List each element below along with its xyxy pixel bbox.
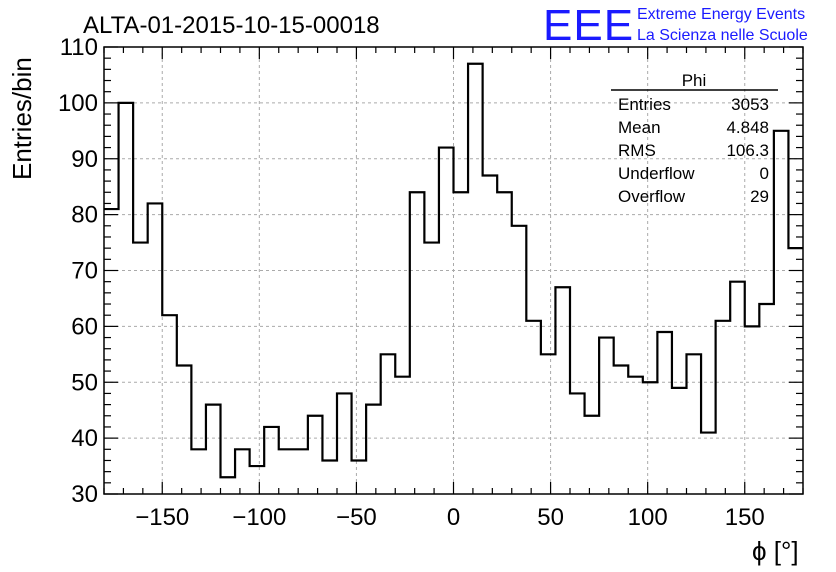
y-tick-label: 40 [71,425,98,452]
stats-row-value: 4.848 [726,118,769,137]
stats-row-value: 0 [760,164,769,183]
y-axis-label: Entries/bin [7,57,37,180]
stats-row-value: 29 [750,187,769,206]
y-tick-label: 100 [58,90,98,117]
axes: −150 −100 −50 0 50 100 150 30 40 50 60 70 80 90 100 110 [58,34,804,531]
stats-row-value: 3053 [731,95,769,114]
stats-row-label: Overflow [618,187,686,206]
stats-row-value: 106.3 [726,141,769,160]
stats-row-label: Mean [618,118,661,137]
histogram-bins [104,62,803,479]
eee-logo-line1: Extreme Energy Events [637,6,805,23]
y-tick-label: 60 [71,313,98,340]
histogram-outline [104,62,803,479]
y-tick-label: 80 [71,202,98,229]
x-axis-label: ϕ [°] [752,536,799,566]
y-tick-label: 90 [71,146,98,173]
x-tick-label: −150 [135,504,189,531]
x-tick-label: 0 [447,504,460,531]
stats-row-label: Entries [618,95,671,114]
stats-row-label: RMS [618,141,656,160]
y-tick-label: 70 [71,258,98,285]
y-tick-label: 110 [60,34,98,61]
x-tick-label: 50 [537,504,564,531]
eee-logo-mark: EEE [543,1,634,50]
y-tick-label: 30 [71,481,98,508]
x-tick-label: 100 [628,504,668,531]
y-tick-label: 50 [71,369,98,396]
eee-logo: EEE Extreme Energy Events La Scienza nel… [543,1,808,50]
stats-box: Phi Entries 3053 Mean 4.848 RMS 106.3 Underflo… [611,71,778,206]
stats-box-title: Phi [682,71,707,90]
chart-title: ALTA-01-2015-10-15-00018 [83,12,380,39]
x-tick-label: −100 [232,504,286,531]
stats-row-label: Underflow [618,164,695,183]
stats-rows: Entries 3053 Mean 4.848 RMS 106.3 Underflow 0 Ov… [618,95,769,206]
grid-lines [104,46,803,495]
x-tick-label: 150 [725,504,765,531]
x-tick-label: −50 [336,504,377,531]
eee-logo-line2: La Scienza nelle Scuole [637,27,808,44]
